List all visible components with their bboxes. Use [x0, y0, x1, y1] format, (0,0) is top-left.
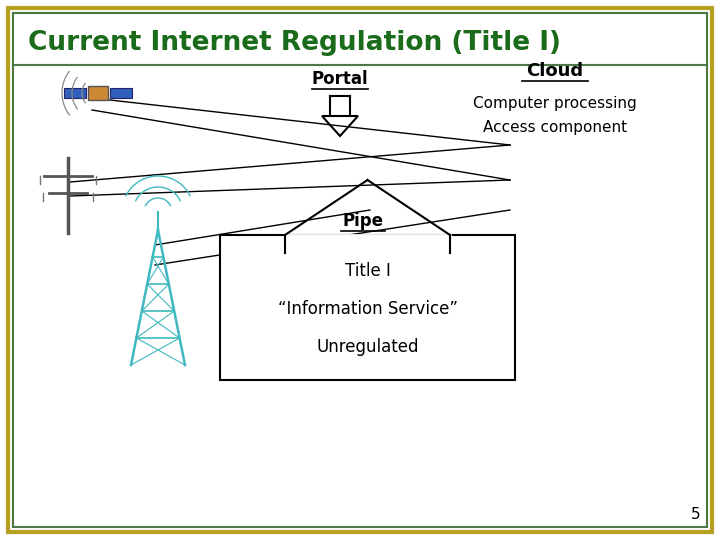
Text: Title I: Title I — [345, 262, 390, 280]
Text: Pipe: Pipe — [342, 212, 383, 230]
Text: Portal: Portal — [312, 70, 369, 88]
Text: Computer processing: Computer processing — [473, 96, 637, 111]
Text: Cloud: Cloud — [526, 62, 584, 80]
Bar — [220, 235, 515, 380]
Bar — [110, 88, 132, 98]
Text: “Information Service”: “Information Service” — [277, 300, 457, 318]
Text: 5: 5 — [690, 507, 700, 522]
Text: Current Internet Regulation (Title I): Current Internet Regulation (Title I) — [28, 30, 561, 56]
Text: Unregulated: Unregulated — [316, 338, 419, 356]
Bar — [64, 88, 86, 98]
Bar — [88, 86, 108, 100]
Text: Access component: Access component — [483, 120, 627, 135]
